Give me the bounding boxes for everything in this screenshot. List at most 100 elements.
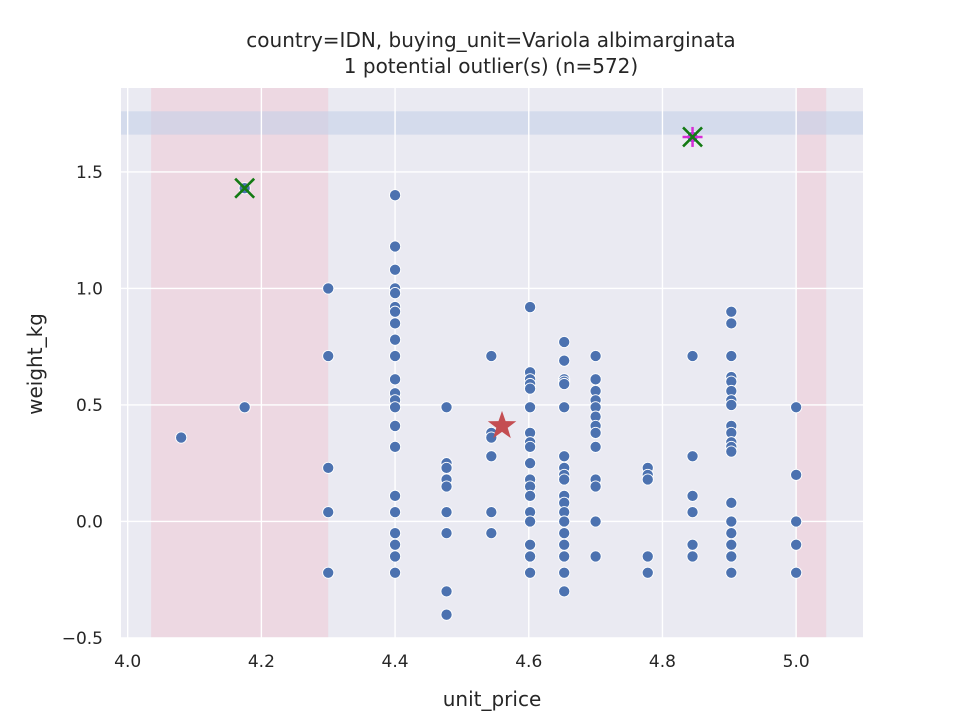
data-point: [389, 373, 402, 386]
data-point: [389, 305, 402, 318]
data-point: [389, 538, 402, 551]
data-point: [322, 506, 335, 519]
data-point: [686, 450, 699, 463]
data-point: [725, 496, 738, 509]
data-point: [322, 282, 335, 295]
outlier-x-marker: [682, 126, 703, 148]
data-point: [322, 461, 335, 474]
data-point: [175, 431, 188, 444]
data-point: [589, 550, 602, 563]
data-point: [485, 349, 498, 363]
y-tick-label: 1.0: [76, 279, 103, 299]
data-point: [686, 489, 699, 502]
data-point: [558, 473, 571, 486]
horizontal-band-0: [121, 111, 863, 135]
data-point: [440, 585, 453, 598]
data-point: [524, 538, 537, 551]
data-point: [389, 489, 402, 502]
x-axis-label: unit_price: [443, 687, 542, 711]
data-point: [440, 608, 453, 621]
data-point: [686, 506, 699, 519]
x-tick-labels: 4.0 4.2 4.4 4.6 4.8 5.0: [114, 652, 810, 672]
data-point: [389, 240, 402, 253]
data-point: [485, 527, 498, 540]
y-tick-labels: −0.5 0.0 0.5 1.0 1.5: [62, 163, 103, 649]
x-tick-label: 5.0: [783, 652, 810, 672]
x-tick-label: 4.4: [382, 652, 409, 672]
vertical-band-1: [796, 88, 827, 638]
y-tick-label: 1.5: [76, 163, 103, 183]
data-point: [686, 550, 699, 563]
data-point: [558, 377, 571, 391]
x-tick-label: 4.0: [114, 652, 141, 672]
data-point: [524, 440, 537, 453]
shaded-bands: [121, 88, 863, 638]
data-point: [524, 401, 537, 414]
data-point: [589, 373, 602, 386]
data-point: [389, 401, 402, 414]
vertical-band-0: [151, 88, 329, 638]
data-point: [589, 440, 602, 453]
data-point: [790, 538, 803, 551]
data-point: [389, 419, 402, 432]
data-point: [641, 550, 654, 563]
mean-star-marker: [487, 410, 517, 439]
data-point: [389, 440, 402, 453]
data-point: [589, 426, 602, 439]
data-point: [389, 317, 402, 330]
outlier-x-stroke: [234, 177, 256, 199]
y-tick-label: 0.0: [76, 512, 103, 532]
y-tick-label: −0.5: [62, 629, 103, 649]
data-point: [389, 550, 402, 563]
data-point: [322, 566, 335, 579]
data-point: [524, 550, 537, 563]
data-point: [440, 401, 453, 414]
data-point: [686, 538, 699, 551]
data-point: [725, 445, 738, 458]
x-tick-label: 4.6: [515, 652, 542, 672]
x-tick-label: 4.8: [649, 652, 676, 672]
data-point: [322, 349, 335, 363]
data-point: [524, 566, 537, 579]
data-point: [389, 189, 402, 202]
data-point: [440, 506, 453, 519]
highlight-markers: [234, 126, 703, 439]
data-point: [725, 398, 738, 411]
data-point: [558, 450, 571, 463]
y-axis-label: weight_kg: [23, 313, 47, 415]
data-point: [440, 527, 453, 540]
data-point: [389, 566, 402, 579]
data-point: [790, 401, 803, 414]
data-point: [686, 349, 699, 363]
data-point: [558, 585, 571, 598]
data-point: [558, 401, 571, 414]
data-point: [725, 305, 738, 318]
chart-title: country=IDN, buying_unit=Variola albimar…: [246, 28, 735, 78]
data-point: [790, 566, 803, 579]
data-point: [485, 506, 498, 519]
data-point: [589, 349, 602, 363]
data-point: [485, 450, 498, 463]
data-point: [389, 527, 402, 540]
data-point: [641, 473, 654, 486]
x-tick-label: 4.2: [248, 652, 275, 672]
data-point: [558, 566, 571, 579]
data-point: [485, 431, 498, 444]
data-points: [175, 130, 803, 621]
data-point: [641, 566, 654, 579]
data-point: [790, 515, 803, 528]
data-point: [558, 538, 571, 551]
data-point: [725, 515, 738, 528]
data-point: [790, 468, 803, 481]
data-point: [389, 263, 402, 276]
data-point: [524, 515, 537, 528]
data-point: [589, 515, 602, 528]
data-point: [389, 349, 402, 363]
plot-area: [121, 88, 863, 638]
data-point: [725, 550, 738, 563]
data-point: [389, 506, 402, 519]
y-tick-label: 0.5: [76, 396, 103, 416]
outlier-x-marker: [234, 177, 256, 199]
chart-title-line-2: 1 potential outlier(s) (n=572): [344, 54, 638, 78]
